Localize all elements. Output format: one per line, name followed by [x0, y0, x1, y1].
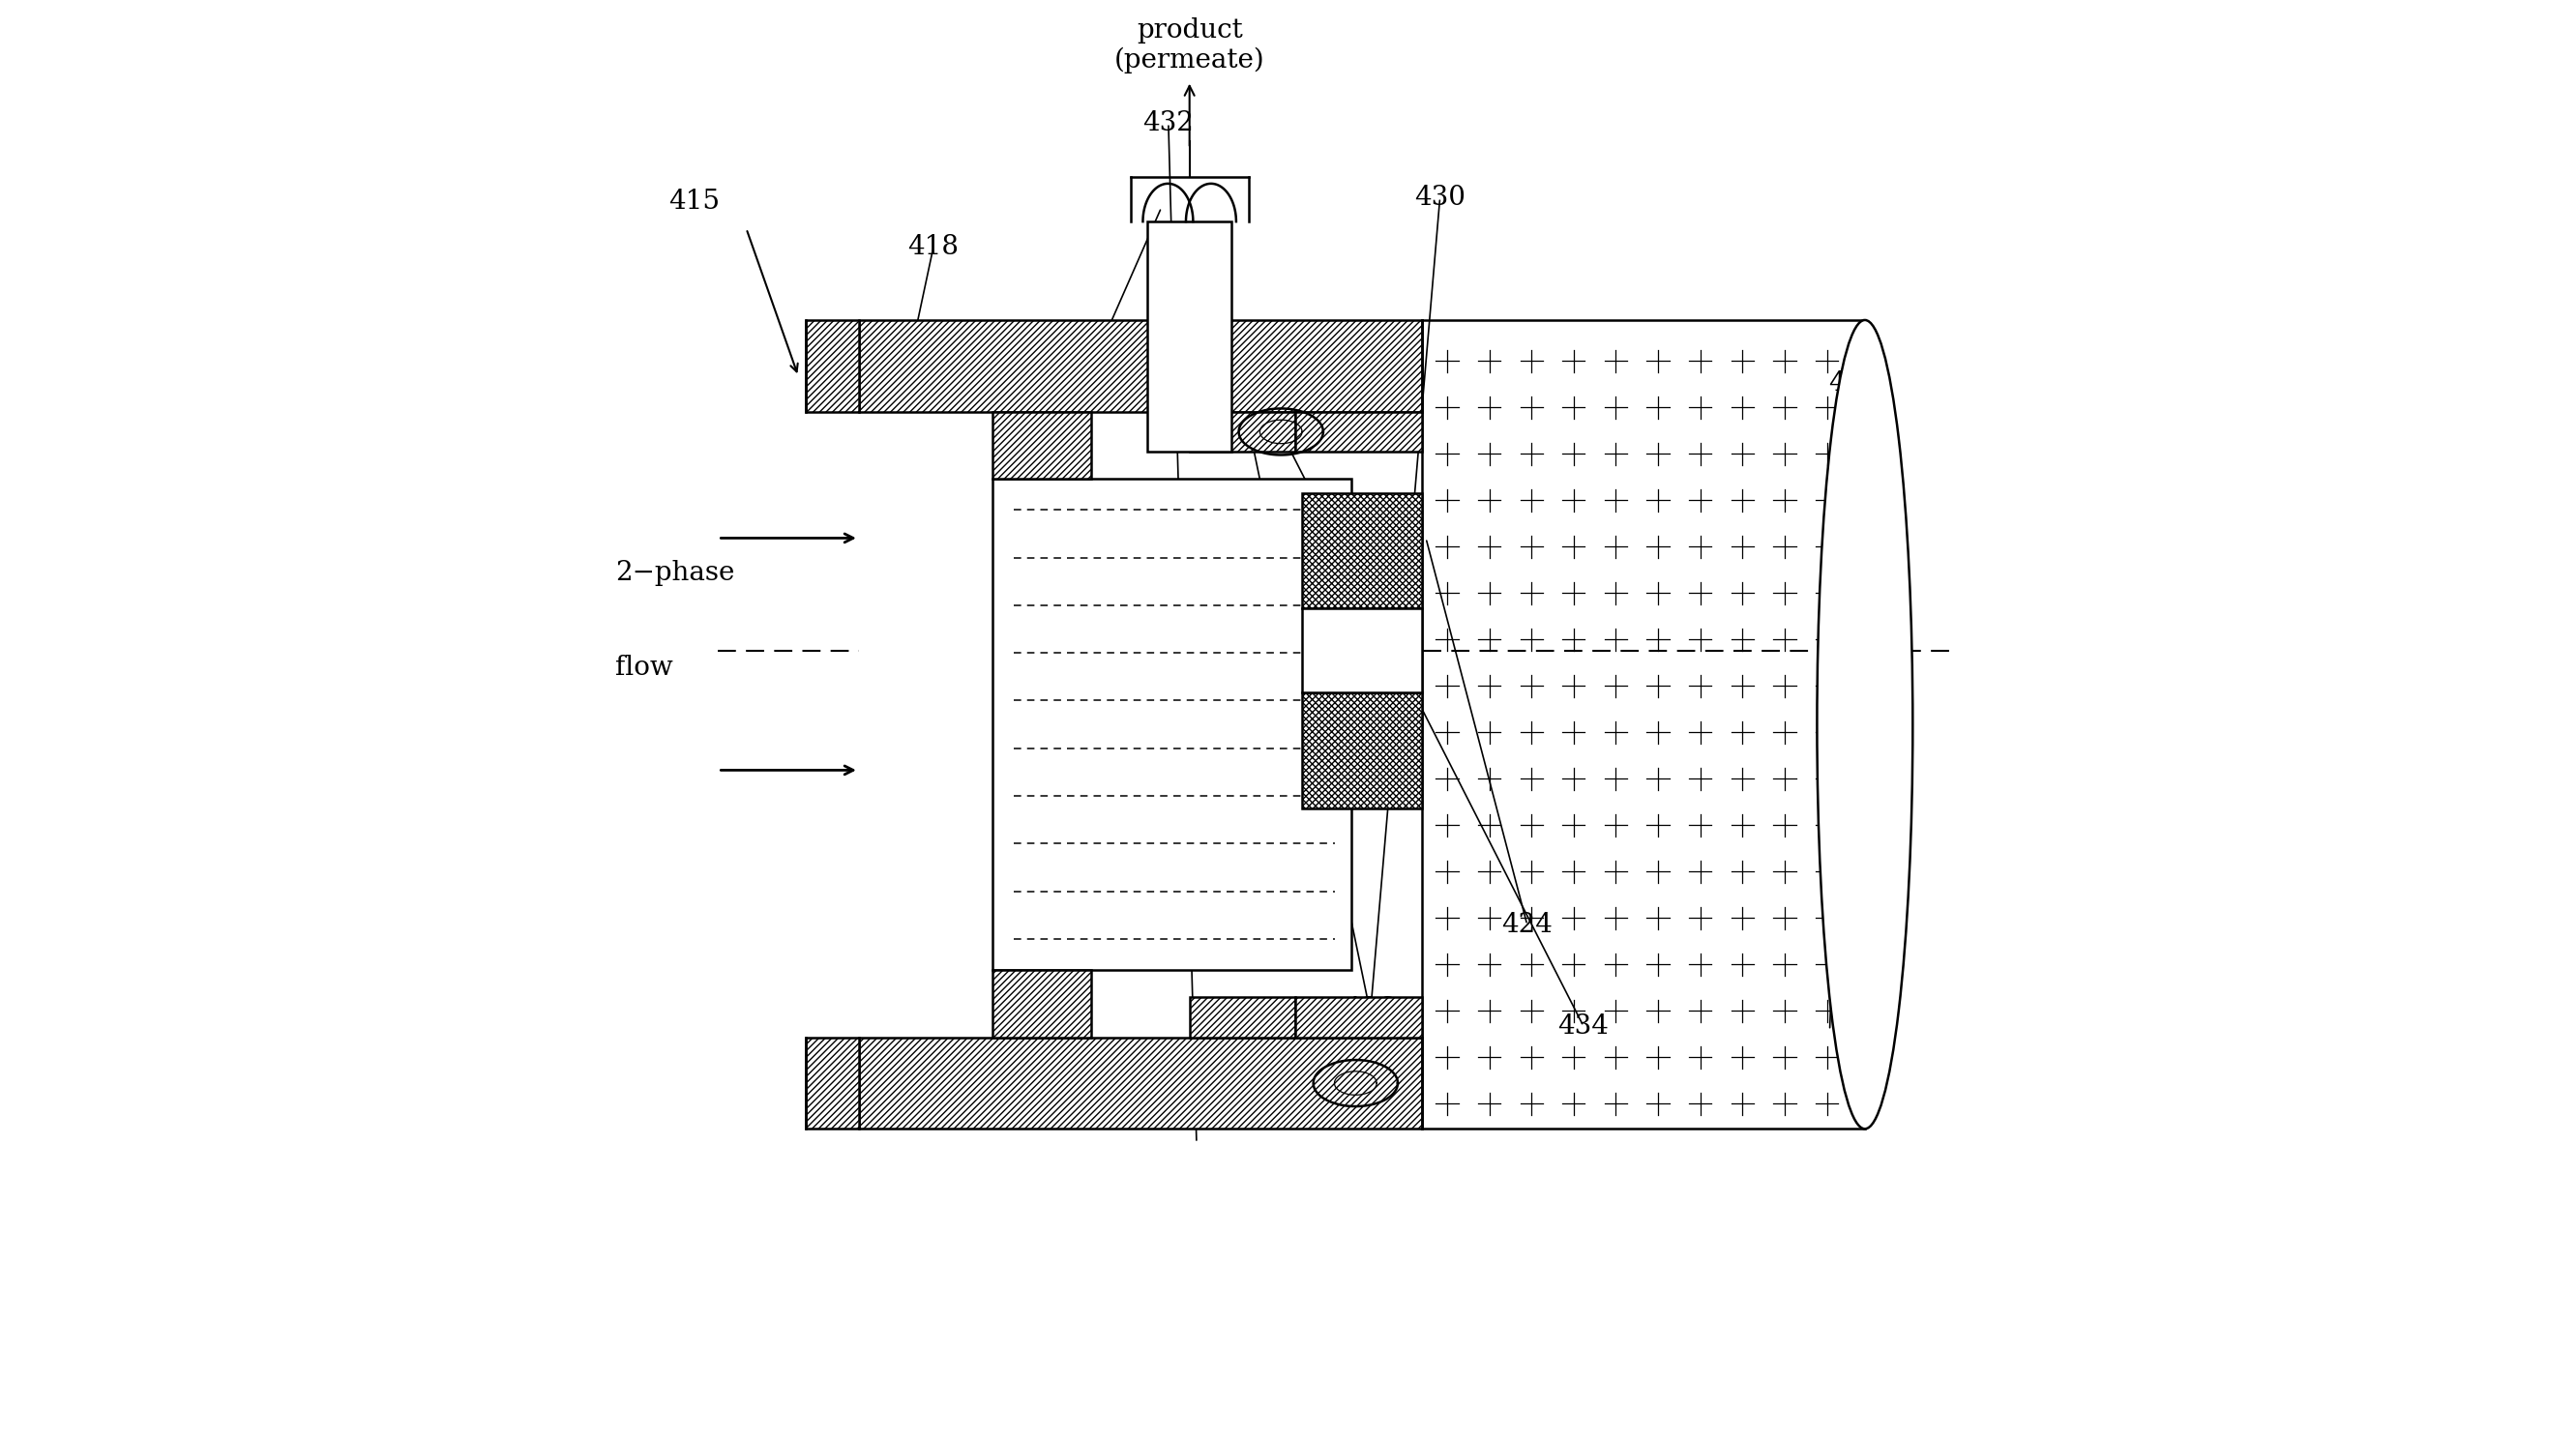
Text: 424: 424: [1502, 912, 1553, 938]
Bar: [992, 411, 1092, 479]
Text: 436: 436: [1345, 997, 1396, 1022]
Text: 418: 418: [907, 234, 958, 260]
Text: 420: 420: [1059, 371, 1110, 397]
Bar: [1146, 221, 1231, 452]
Bar: [992, 479, 1352, 969]
Bar: [1422, 321, 1865, 1129]
Text: 430: 430: [1414, 184, 1466, 211]
Bar: [858, 321, 1422, 411]
Text: 434: 434: [1558, 1014, 1610, 1040]
Bar: [806, 1037, 858, 1129]
Bar: [806, 321, 858, 411]
Bar: [1190, 411, 1296, 452]
Text: 428: 428: [1829, 371, 1880, 397]
Text: 415: 415: [670, 188, 719, 214]
Ellipse shape: [1816, 321, 1914, 1129]
Bar: [1296, 411, 1422, 452]
Text: flow: flow: [616, 654, 672, 680]
Text: product
(permeate): product (permeate): [1115, 17, 1265, 73]
Bar: [1301, 693, 1422, 808]
Bar: [1301, 493, 1422, 608]
Bar: [858, 1037, 1422, 1129]
Bar: [1296, 997, 1422, 1037]
Bar: [1190, 997, 1296, 1037]
Text: 422: 422: [1064, 659, 1113, 684]
Bar: [858, 411, 1422, 1037]
Bar: [992, 969, 1092, 1037]
Text: 2−phase: 2−phase: [616, 561, 734, 587]
Bar: [1301, 608, 1422, 693]
Text: 432: 432: [1144, 111, 1193, 137]
